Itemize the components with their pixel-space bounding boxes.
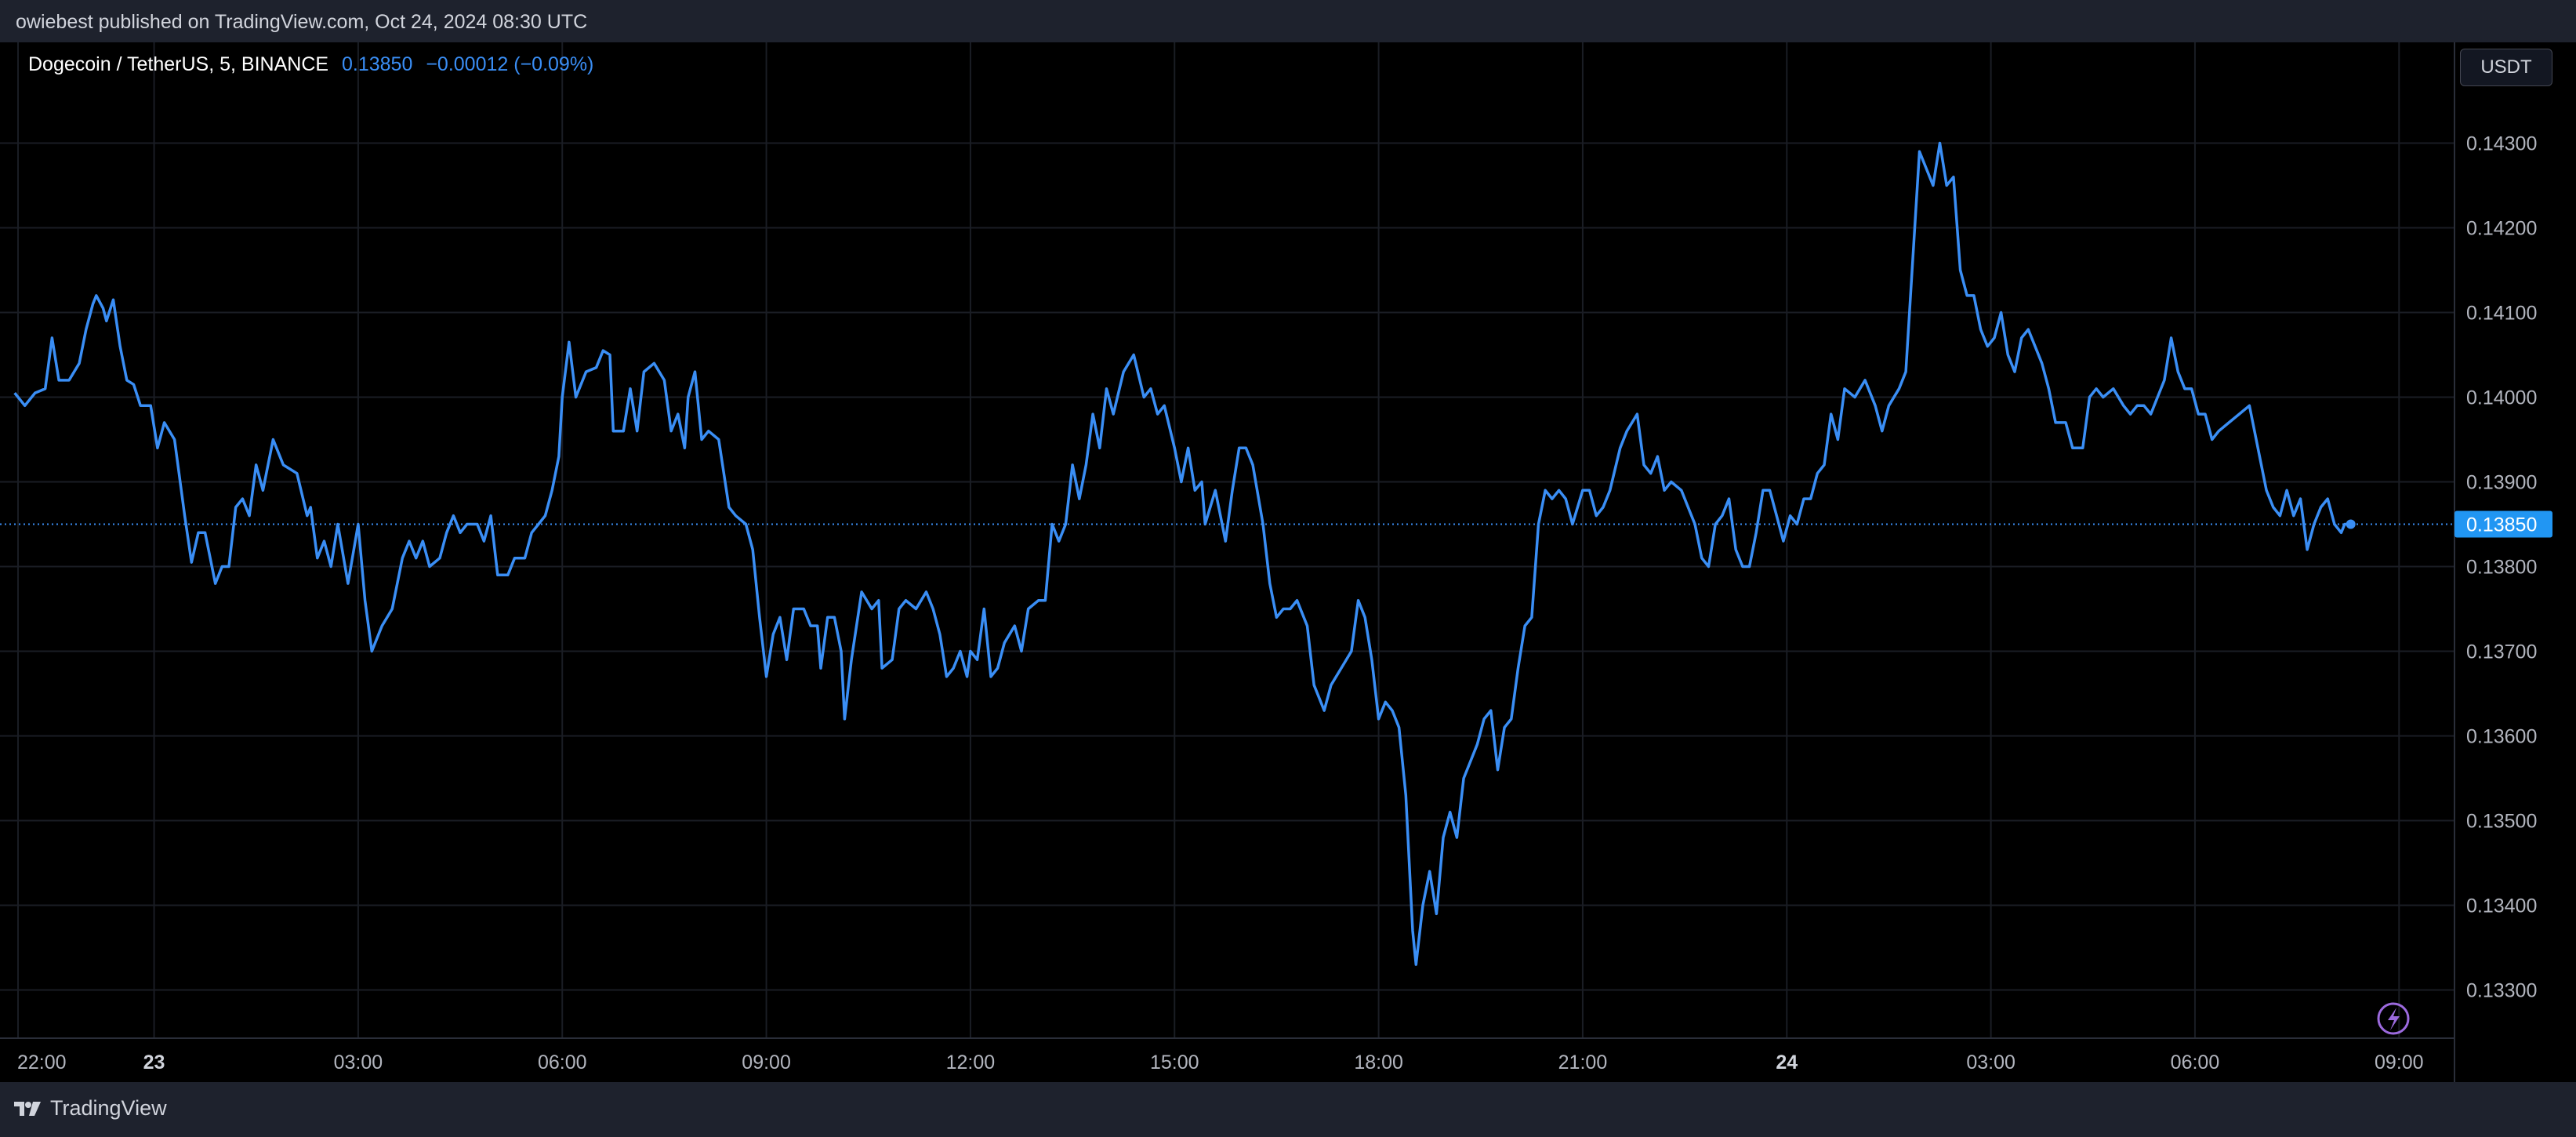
y-tick-label: 0.13500 (2466, 811, 2537, 833)
x-tick-label: 06:00 (2171, 1052, 2220, 1073)
y-tick-label: 0.13700 (2466, 641, 2537, 663)
price-axis[interactable]: 0.14300 0.14200 0.14100 0.14000 0.13900 0.138… (2466, 133, 2537, 1002)
footer: TradingView (0, 1082, 2576, 1137)
symbol-legend[interactable]: Dogecoin / TetherUS, 5, BINANCE 0.13850 … (28, 53, 593, 76)
price-series-line[interactable] (13, 141, 2351, 966)
symbol-change: −0.00012 (−0.09%) (426, 53, 594, 75)
currency-button[interactable]: USDT (2460, 49, 2552, 86)
grid (0, 42, 2454, 1038)
x-tick-label: 15:00 (1150, 1052, 1199, 1073)
x-tick-label: 12:00 (946, 1052, 996, 1073)
y-tick-label: 0.13600 (2466, 726, 2537, 748)
last-price-badge (2454, 510, 2552, 538)
tradingview-logo-icon (14, 1101, 41, 1116)
x-tick-label: 09:00 (742, 1052, 791, 1073)
y-tick-label: 0.13400 (2466, 895, 2537, 917)
time-axis[interactable]: 22:00 23 03:00 06:00 09:00 12:00 15:00 18:00 21:… (17, 1052, 2424, 1073)
x-tick-label: 22:00 (17, 1052, 67, 1073)
y-tick-label: 0.14100 (2466, 303, 2537, 325)
tradingview-logo[interactable]: TradingView (14, 1096, 167, 1121)
last-price-dot (2346, 519, 2356, 529)
x-tick-label: 03:00 (1966, 1052, 2015, 1073)
price-chart[interactable]: 0.14300 0.14200 0.14100 0.14000 0.13900 0.138… (0, 42, 2576, 1082)
series-layer: 0.13850 (0, 141, 2552, 966)
x-tick-label: 09:00 (2375, 1052, 2424, 1073)
tradingview-brand: TradingView (50, 1096, 167, 1120)
y-tick-label: 0.14000 (2466, 387, 2537, 409)
y-tick-label: 0.14300 (2466, 133, 2537, 155)
x-tick-label: 21:00 (1558, 1052, 1608, 1073)
symbol-name: Dogecoin / TetherUS, 5, BINANCE (28, 53, 329, 75)
y-tick-label: 0.13900 (2466, 472, 2537, 494)
published-info: owiebest published on TradingView.com, O… (16, 11, 588, 33)
x-tick-label: 06:00 (538, 1052, 587, 1073)
x-tick-label: 03:00 (334, 1052, 383, 1073)
y-tick-label: 0.13300 (2466, 980, 2537, 1002)
x-tick-label: 18:00 (1354, 1052, 1403, 1073)
y-tick-label: 0.14200 (2466, 218, 2537, 240)
chart-area[interactable]: 0.14300 0.14200 0.14100 0.14000 0.13900 0.138… (0, 42, 2576, 1082)
published-bar: owiebest published on TradingView.com, O… (0, 0, 2576, 42)
x-tick-label: 24 (1776, 1052, 1798, 1073)
lightning-icon[interactable] (2377, 1002, 2410, 1035)
symbol-price: 0.13850 (342, 53, 413, 75)
last-price-label: 0.13850 (2466, 514, 2537, 536)
x-tick-label: 23 (143, 1052, 165, 1073)
y-tick-label: 0.13800 (2466, 557, 2537, 579)
